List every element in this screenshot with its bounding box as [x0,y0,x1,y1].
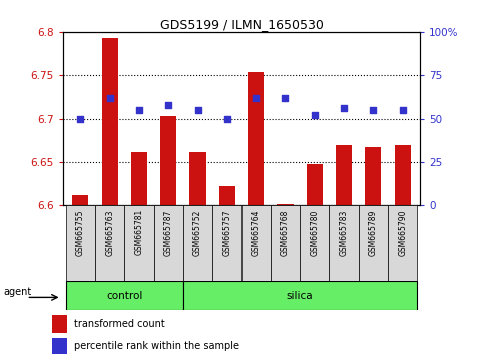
Title: GDS5199 / ILMN_1650530: GDS5199 / ILMN_1650530 [159,18,324,31]
Bar [336,145,352,205]
Bar [101,38,118,205]
Bar [219,186,235,205]
Text: GSM665757: GSM665757 [222,209,231,256]
Bar [271,205,300,281]
Text: GSM665787: GSM665787 [164,209,173,256]
Bar [365,147,382,205]
Bar [95,205,124,281]
Bar [189,153,206,205]
Point [223,116,231,121]
Point [399,107,407,113]
Bar [160,116,176,205]
Point [76,116,84,121]
Text: silica: silica [287,291,313,301]
Text: GSM665780: GSM665780 [310,209,319,256]
Bar [388,205,417,281]
Bar [66,205,95,281]
Text: GSM665763: GSM665763 [105,209,114,256]
Bar [183,281,417,310]
Bar [242,205,271,281]
Point [282,95,289,101]
Bar [131,153,147,205]
Text: GSM665755: GSM665755 [76,209,85,256]
Text: agent: agent [3,287,31,297]
Text: GSM665764: GSM665764 [252,209,261,256]
Bar [183,205,212,281]
Text: GSM665752: GSM665752 [193,209,202,256]
Bar [52,338,67,354]
Text: GSM665768: GSM665768 [281,209,290,256]
Point [135,107,143,113]
Point [106,95,114,101]
Point [194,107,201,113]
Bar [154,205,183,281]
Bar [307,164,323,205]
Point [252,95,260,101]
Bar [248,72,264,205]
Bar [72,195,88,205]
Text: transformed count: transformed count [74,319,165,329]
Point [369,107,377,113]
Text: GSM665790: GSM665790 [398,209,407,256]
Point [340,105,348,111]
Text: GSM665789: GSM665789 [369,209,378,256]
Bar [66,281,183,310]
Text: GSM665783: GSM665783 [340,209,349,256]
Bar [329,205,359,281]
Bar [212,205,242,281]
Bar [359,205,388,281]
Bar [52,315,67,333]
Text: percentile rank within the sample: percentile rank within the sample [74,341,240,351]
Bar [395,145,411,205]
Point [311,112,319,118]
Text: GSM665781: GSM665781 [134,209,143,255]
Point [164,102,172,108]
Text: control: control [106,291,142,301]
Bar [300,205,329,281]
Bar [124,205,154,281]
